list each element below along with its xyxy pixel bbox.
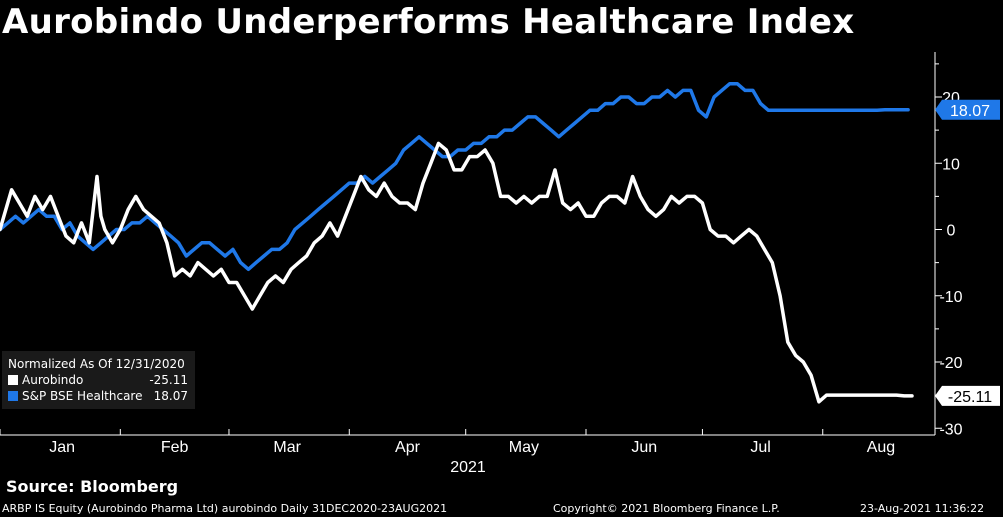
x-tick-label: Mar [273,439,301,456]
x-tick-label: May [509,439,539,456]
x-tick-label: Jul [750,439,770,456]
x-axis: Jan Feb Mar Apr May Jun Jul Aug [0,429,935,456]
legend-swatch [8,391,18,401]
legend-series-value: -25.11 [149,373,188,387]
legend-series-name: S&P BSE Healthcare [22,389,142,403]
chart-title: Aurobindo Underperforms Healthcare Index [2,2,855,42]
legend-box [2,351,195,409]
series-line-aurobindo [0,141,914,404]
end-label-value: -25.11 [948,389,992,406]
y-tick-label: 10 [942,156,960,173]
y-tick-label: 0 [947,223,956,240]
plot-area [0,82,914,404]
footer-copyright: Copyright© 2021 Bloomberg Finance L.P. [553,502,780,515]
legend-swatch [8,375,18,385]
end-label-value: 18.07 [950,103,990,120]
x-tick-label: Aug [867,439,895,456]
legend-series-value: 18.07 [154,389,188,403]
x-tick-label: Jun [631,439,657,456]
x-tick-label: Feb [161,439,189,456]
end-label-badge [935,385,1000,406]
series-line-healthcare [0,82,910,272]
x-tick-label: Jan [49,439,75,456]
end-label-healthcare: 18.07 [935,99,1000,120]
footer-ticker: ARBP IS Equity (Aurobindo Pharma Ltd) au… [2,502,448,515]
y-tick-label: -20 [939,355,962,372]
x-tick-label: Apr [395,439,421,456]
end-value-labels: 18.07 -25.11 [935,99,1000,406]
y-tick-label: -10 [939,289,962,306]
y-tick-label: -30 [939,421,962,438]
x-axis-label: 2021 [450,459,486,476]
footer-timestamp: 23-Aug-2021 11:36:22 [860,502,985,515]
source-text: Source: Bloomberg [6,477,179,496]
end-label-aurobindo: -25.11 [935,385,1000,406]
legend-series-name: Aurobindo [22,373,83,387]
footer-bar: ARBP IS Equity (Aurobindo Pharma Ltd) au… [0,500,1003,517]
legend-header: Normalized As Of 12/31/2020 [8,357,185,371]
end-label-badge [935,99,1000,120]
legend: Normalized As Of 12/31/2020 Aurobindo -25.… [2,351,195,409]
